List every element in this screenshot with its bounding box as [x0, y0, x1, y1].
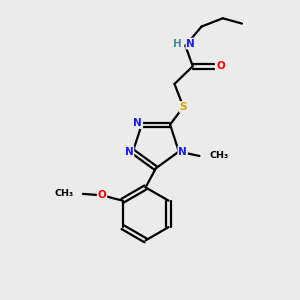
Text: CH₃: CH₃ — [54, 189, 74, 198]
Text: N: N — [134, 118, 142, 128]
Text: O: O — [216, 61, 225, 71]
Text: N: N — [186, 39, 195, 49]
Text: N: N — [125, 147, 134, 157]
Text: S: S — [180, 102, 187, 112]
Text: N: N — [178, 147, 187, 157]
Text: H: H — [173, 39, 182, 49]
Text: CH₃: CH₃ — [210, 152, 229, 160]
Text: O: O — [98, 190, 106, 200]
